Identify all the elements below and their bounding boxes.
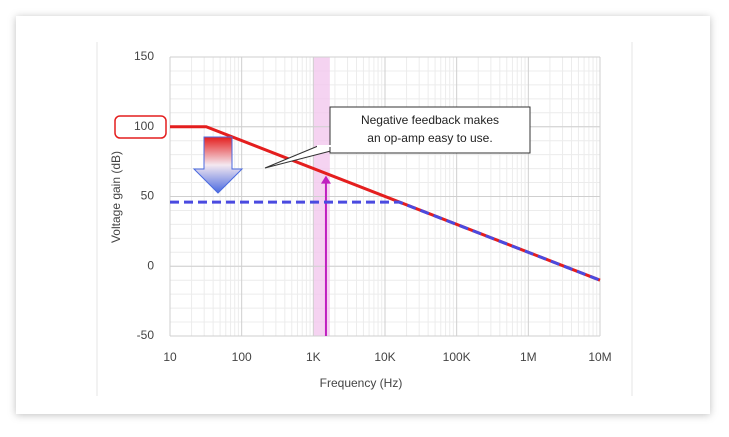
y-tick-label: 100	[134, 119, 154, 133]
reduction-arrow	[192, 136, 244, 194]
highlight-box	[114, 115, 167, 139]
callout-pointer	[264, 145, 351, 169]
x-tick-label: 1K	[306, 350, 321, 364]
x-tick-label: 10K	[374, 350, 395, 364]
x-tick-label: 1M	[520, 350, 537, 364]
y-tick-label: 0	[147, 258, 154, 272]
y-tick-label: -50	[137, 328, 155, 342]
callout-box	[329, 106, 531, 154]
callout-text: Negative feedback makes	[361, 113, 499, 127]
x-tick-label: 100	[232, 350, 252, 364]
x-axis-label: Frequency (Hz)	[320, 376, 403, 390]
x-tick-label: 10	[163, 350, 177, 364]
plot-area	[169, 56, 601, 337]
series-line	[170, 125, 601, 282]
series-line	[170, 200, 601, 282]
x-tick-label: 100K	[443, 350, 471, 364]
callout-text: an op-amp easy to use.	[367, 131, 492, 145]
y-axis-label: Voltage gain (dB)	[109, 151, 123, 243]
marker-arrowhead	[320, 175, 331, 184]
y-tick-label: 50	[141, 189, 155, 203]
y-tick-label: 150	[134, 49, 154, 63]
x-tick-label: 10M	[588, 350, 611, 364]
